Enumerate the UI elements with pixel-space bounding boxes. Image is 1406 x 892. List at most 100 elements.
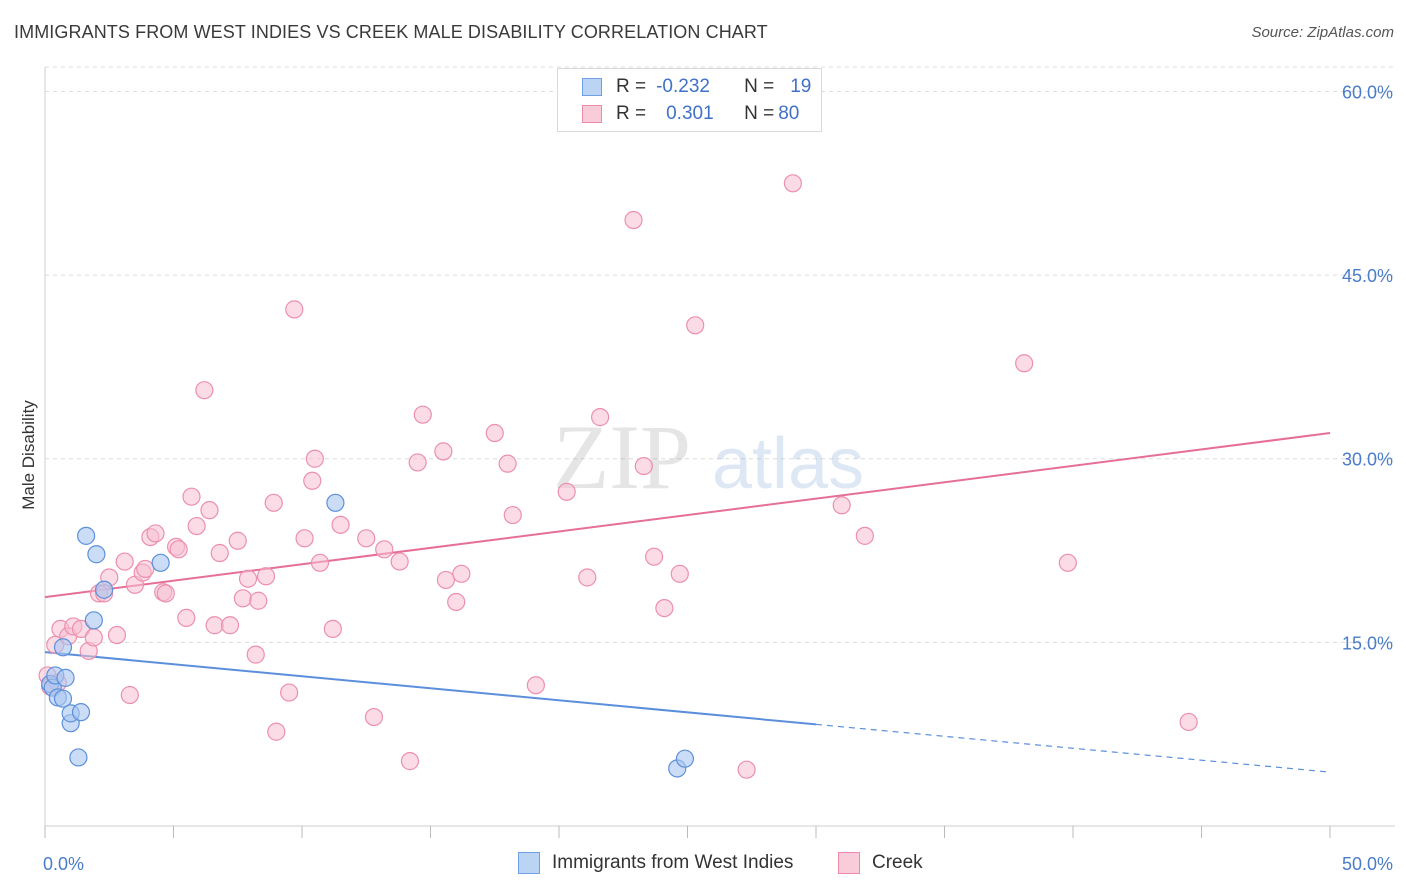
data-point-creek <box>503 505 522 525</box>
legend-r-label: R = <box>616 103 647 124</box>
data-point-creek <box>644 547 664 566</box>
data-point-creek <box>295 529 314 548</box>
data-points <box>38 174 1198 779</box>
bottom-legend-west-indies: Immigrants from West Indies <box>518 852 793 874</box>
data-point-creek <box>375 540 394 559</box>
y-tick-label: 15.0% <box>1342 633 1393 653</box>
data-point-creek <box>400 752 420 771</box>
data-point-creek <box>686 316 705 335</box>
data-point-creek <box>1179 712 1198 732</box>
data-point-creek <box>71 619 91 639</box>
data-point-creek <box>136 559 155 579</box>
legend-swatch-creek <box>582 105 602 123</box>
data-point-west-indies <box>69 748 88 767</box>
legend-n-value: 19 <box>790 76 812 97</box>
data-point-creek <box>84 628 103 647</box>
x-tick-label: 0.0% <box>43 854 84 874</box>
legend-n-label: N = <box>744 76 775 97</box>
data-point-west-indies <box>95 580 114 599</box>
data-point-creek <box>783 174 802 193</box>
data-point-creek <box>238 569 258 588</box>
data-point-creek <box>146 524 165 543</box>
data-point-creek <box>655 598 674 618</box>
data-point-creek <box>498 454 517 473</box>
watermark-zip: ZIP <box>553 406 691 508</box>
data-point-creek <box>634 456 653 476</box>
legend-row-creek: R = 0.301 N = 80 <box>558 101 799 127</box>
data-point-creek <box>364 707 384 727</box>
bottom-legend-label-creek: Creek <box>872 852 923 873</box>
data-point-creek <box>246 645 265 664</box>
data-point-creek <box>256 567 276 586</box>
data-point-west-indies <box>77 526 96 545</box>
bottom-legend-label-west-indies: Immigrants from West Indies <box>552 852 794 873</box>
tick-labels: 15.0% 30.0% 45.0% 60.0% 0.0% 50.0% <box>43 82 1393 874</box>
data-point-creek <box>737 760 756 779</box>
data-point-west-indies <box>87 545 106 564</box>
data-point-creek <box>323 619 342 639</box>
data-point-west-indies <box>151 553 170 572</box>
legend-n-value: 80 <box>778 103 800 124</box>
data-point-creek <box>526 676 545 695</box>
data-point-creek <box>303 471 322 490</box>
data-point-creek <box>156 584 175 603</box>
data-point-creek <box>1058 553 1077 572</box>
gridlines <box>45 66 1395 643</box>
data-point-creek <box>195 381 214 400</box>
data-point-creek <box>624 210 643 230</box>
data-point-creek <box>220 616 240 635</box>
data-point-creek <box>447 592 466 612</box>
data-point-creek <box>670 564 689 583</box>
data-point-creek <box>267 722 286 741</box>
trend-line-west-indies <box>44 651 817 726</box>
chart-title: IMMIGRANTS FROM WEST INDIES VS CREEK MAL… <box>14 22 768 42</box>
data-point-creek <box>107 625 127 645</box>
data-point-creek <box>177 608 196 627</box>
data-point-creek <box>408 453 427 472</box>
y-axis-label: Male Disability <box>19 400 38 510</box>
data-point-creek <box>210 543 229 563</box>
data-point-west-indies <box>84 611 103 630</box>
data-point-west-indies <box>56 668 75 687</box>
data-point-creek <box>357 529 376 548</box>
data-point-creek <box>452 564 471 583</box>
data-point-creek <box>436 570 456 590</box>
data-point-creek <box>413 405 432 424</box>
legend: R = -0.232 N = 19 R = 0.301 N = 80 <box>557 68 822 132</box>
axes <box>44 67 1395 838</box>
data-point-creek <box>855 526 874 545</box>
trend-line-west-indies-extension <box>815 723 1331 773</box>
source-label: Source: ZipAtlas.com <box>1251 24 1394 41</box>
data-point-creek <box>285 300 304 319</box>
watermark: ZIP atlas <box>553 406 864 508</box>
data-point-creek <box>331 515 350 534</box>
bottom-legend-swatch-west-indies <box>518 852 540 874</box>
data-point-creek <box>390 552 409 571</box>
data-point-creek <box>485 423 504 443</box>
data-point-west-indies <box>53 638 73 657</box>
data-point-creek <box>1015 354 1034 373</box>
data-point-creek <box>305 449 324 468</box>
data-point-creek <box>264 493 283 512</box>
legend-r-value: 0.301 <box>666 103 714 124</box>
trend-line-creek <box>44 432 1331 599</box>
x-tick-label: 50.0% <box>1342 854 1393 874</box>
data-point-creek <box>591 408 610 427</box>
y-tick-label: 30.0% <box>1342 450 1393 470</box>
data-point-creek <box>578 568 597 587</box>
y-tick-label: 45.0% <box>1342 266 1393 286</box>
trend-lines <box>44 432 1331 773</box>
data-point-west-indies <box>53 689 73 708</box>
legend-n-label: N = <box>744 103 775 124</box>
data-point-creek <box>310 553 330 572</box>
bottom-legend-creek: Creek <box>838 852 923 874</box>
bottom-legend-swatch-creek <box>838 852 860 874</box>
data-point-creek <box>233 589 252 608</box>
data-point-creek <box>182 487 201 506</box>
data-point-creek <box>228 531 247 550</box>
data-point-creek <box>200 501 219 520</box>
data-point-west-indies <box>326 493 345 512</box>
legend-swatch-west-indies <box>582 78 602 96</box>
data-point-creek <box>120 685 139 705</box>
